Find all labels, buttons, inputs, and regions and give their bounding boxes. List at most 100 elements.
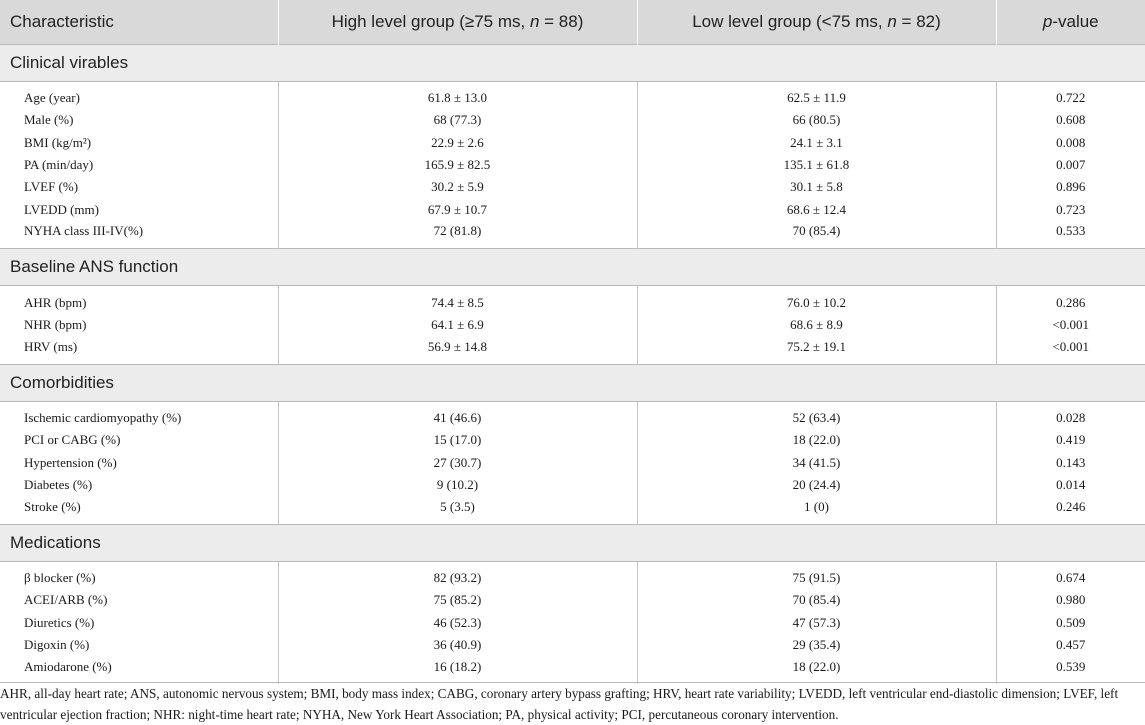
cell-characteristic: Diuretics (%) [0, 611, 279, 634]
cell-characteristic: Stroke (%) [0, 496, 279, 525]
cell-characteristic: β blocker (%) [0, 561, 279, 590]
table-row: BMI (kg/m²) 22.9 ± 2.6 24.1 ± 3.1 0.008 [0, 131, 1145, 154]
cell-p-value: 0.457 [1056, 636, 1086, 652]
cell-low-group: 52 (63.4) [637, 401, 997, 430]
table-row: PCI or CABG (%) 15 (17.0) 18 (22.0) 0.419 [0, 429, 1145, 452]
cell-p-value: 0.533 [1056, 223, 1086, 239]
section-row: Comorbidities [0, 363, 1145, 402]
cell-p-value: 0.143 [1056, 454, 1086, 470]
table-row: Ischemic cardiomyopathy (%) 41 (46.6) 52 (… [0, 401, 1145, 430]
table-row: LVEDD (mm) 67.9 ± 10.7 68.6 ± 12.4 0.723 [0, 198, 1145, 221]
header-high-group: High level group (≥75 ms, n = 88) [278, 0, 638, 44]
cell-characteristic: PCI or CABG (%) [0, 429, 279, 452]
cell-p-value: 0.286 [1056, 294, 1086, 310]
cell-p-value: 0.419 [1056, 432, 1086, 448]
table-row: NHR (bpm) 64.1 ± 6.9 68.6 ± 8.9 <0.001 [0, 313, 1145, 337]
table-header: Characteristic High level group (≥75 ms,… [0, 0, 1145, 44]
cell-low-group: 62.5 ± 11.9 [637, 81, 997, 109]
characteristics-table: Characteristic High level group (≥75 ms,… [0, 0, 1145, 685]
cell-p-value: 0.008 [1056, 134, 1086, 150]
section-title: Comorbidities [0, 363, 1145, 402]
cell-p-value: 0.246 [1056, 498, 1086, 514]
header-low-group: Low level group (<75 ms, n = 82) [637, 0, 997, 44]
cell-p-value: 0.539 [1056, 659, 1086, 675]
cell-low-group: 135.1 ± 61.8 [637, 153, 997, 177]
cell-p-value: 0.608 [1056, 112, 1086, 128]
cell-high-group: 75 (85.2) [278, 589, 638, 612]
cell-low-group: 70 (85.4) [637, 589, 997, 612]
cell-characteristic: LVEDD (mm) [0, 198, 279, 221]
cell-low-group: 68.6 ± 8.9 [637, 313, 997, 337]
table-row: LVEF (%) 30.2 ± 5.9 30.1 ± 5.8 0.896 [0, 176, 1145, 199]
table-body: Clinical virables Age (year) 61.8 ± 13.0 62… [0, 43, 1145, 685]
cell-low-group: 75 (91.5) [637, 561, 997, 590]
cell-characteristic: Ischemic cardiomyopathy (%) [0, 401, 279, 430]
cell-high-group: 9 (10.2) [278, 473, 638, 497]
table-row: β blocker (%) 82 (93.2) 75 (91.5) 0.674 [0, 561, 1145, 590]
cell-characteristic: PA (min/day) [0, 153, 279, 177]
section-row: Medications [0, 523, 1145, 562]
cell-high-group: 72 (81.8) [278, 220, 638, 249]
cell-characteristic: Digoxin (%) [0, 633, 279, 657]
cell-high-group: 30.2 ± 5.9 [278, 176, 638, 199]
table-row: Hypertension (%) 27 (30.7) 34 (41.5) 0.143 [0, 451, 1145, 474]
table-footnote: AHR, all-day heart rate; ANS, autonomic … [0, 682, 1145, 725]
cell-characteristic: ACEI/ARB (%) [0, 589, 279, 612]
table-row: Diabetes (%) 9 (10.2) 20 (24.4) 0.014 [0, 473, 1145, 497]
cell-high-group: 15 (17.0) [278, 429, 638, 452]
cell-characteristic: LVEF (%) [0, 176, 279, 199]
cell-low-group: 70 (85.4) [637, 220, 997, 249]
cell-characteristic: AHR (bpm) [0, 285, 279, 314]
cell-low-group: 68.6 ± 12.4 [637, 198, 997, 221]
cell-high-group: 56.9 ± 14.8 [278, 336, 638, 365]
cell-p-value: 0.896 [1056, 179, 1086, 195]
cell-low-group: 18 (22.0) [637, 656, 997, 685]
table-row: PA (min/day) 165.9 ± 82.5 135.1 ± 61.8 0.00… [0, 153, 1145, 177]
cell-high-group: 16 (18.2) [278, 656, 638, 685]
cell-characteristic: NHR (bpm) [0, 313, 279, 337]
cell-characteristic: NYHA class III-IV(%) [0, 220, 279, 249]
cell-high-group: 74.4 ± 8.5 [278, 285, 638, 314]
cell-characteristic: Amiodarone (%) [0, 656, 279, 685]
cell-p-value: <0.001 [1052, 316, 1090, 332]
cell-high-group: 68 (77.3) [278, 109, 638, 132]
cell-p-value: 0.509 [1056, 614, 1086, 630]
cell-p-value: 0.722 [1056, 90, 1086, 106]
cell-p-value: 0.007 [1056, 156, 1086, 172]
table-row: Diuretics (%) 46 (52.3) 47 (57.3) 0.509 [0, 611, 1145, 634]
cell-high-group: 22.9 ± 2.6 [278, 131, 638, 154]
cell-high-group: 64.1 ± 6.9 [278, 313, 638, 337]
cell-low-group: 24.1 ± 3.1 [637, 131, 997, 154]
cell-high-group: 67.9 ± 10.7 [278, 198, 638, 221]
cell-low-group: 29 (35.4) [637, 633, 997, 657]
header-p-value: p-value [996, 0, 1145, 44]
table-row: Amiodarone (%) 16 (18.2) 18 (22.0) 0.539 [0, 656, 1145, 685]
cell-low-group: 66 (80.5) [637, 109, 997, 132]
table-row: Digoxin (%) 36 (40.9) 29 (35.4) 0.457 [0, 633, 1145, 657]
cell-high-group: 5 (3.5) [278, 496, 638, 525]
cell-high-group: 46 (52.3) [278, 611, 638, 634]
cell-p-value: 0.723 [1056, 201, 1086, 217]
cell-high-group: 82 (93.2) [278, 561, 638, 590]
cell-characteristic: Hypertension (%) [0, 451, 279, 474]
section-title: Medications [0, 523, 1145, 562]
section-row: Baseline ANS function [0, 248, 1145, 287]
table-row: ACEI/ARB (%) 75 (85.2) 70 (85.4) 0.980 [0, 589, 1145, 612]
cell-characteristic: HRV (ms) [0, 336, 279, 365]
section-title: Clinical virables [0, 43, 1145, 82]
cell-high-group: 27 (30.7) [278, 451, 638, 474]
cell-p-value: 0.980 [1056, 592, 1086, 608]
cell-characteristic: Diabetes (%) [0, 473, 279, 497]
cell-low-group: 75.2 ± 19.1 [637, 336, 997, 365]
cell-high-group: 36 (40.9) [278, 633, 638, 657]
cell-low-group: 76.0 ± 10.2 [637, 285, 997, 314]
cell-p-value: 0.674 [1056, 570, 1086, 586]
cell-characteristic: BMI (kg/m²) [0, 131, 279, 154]
cell-characteristic: Age (year) [0, 81, 279, 109]
table-row: NYHA class III-IV(%) 72 (81.8) 70 (85.4) 0.… [0, 220, 1145, 249]
section-row: Clinical virables [0, 43, 1145, 82]
cell-characteristic: Male (%) [0, 109, 279, 132]
cell-low-group: 1 (0) [637, 496, 997, 525]
cell-p-value: <0.001 [1052, 338, 1090, 354]
cell-high-group: 61.8 ± 13.0 [278, 81, 638, 109]
